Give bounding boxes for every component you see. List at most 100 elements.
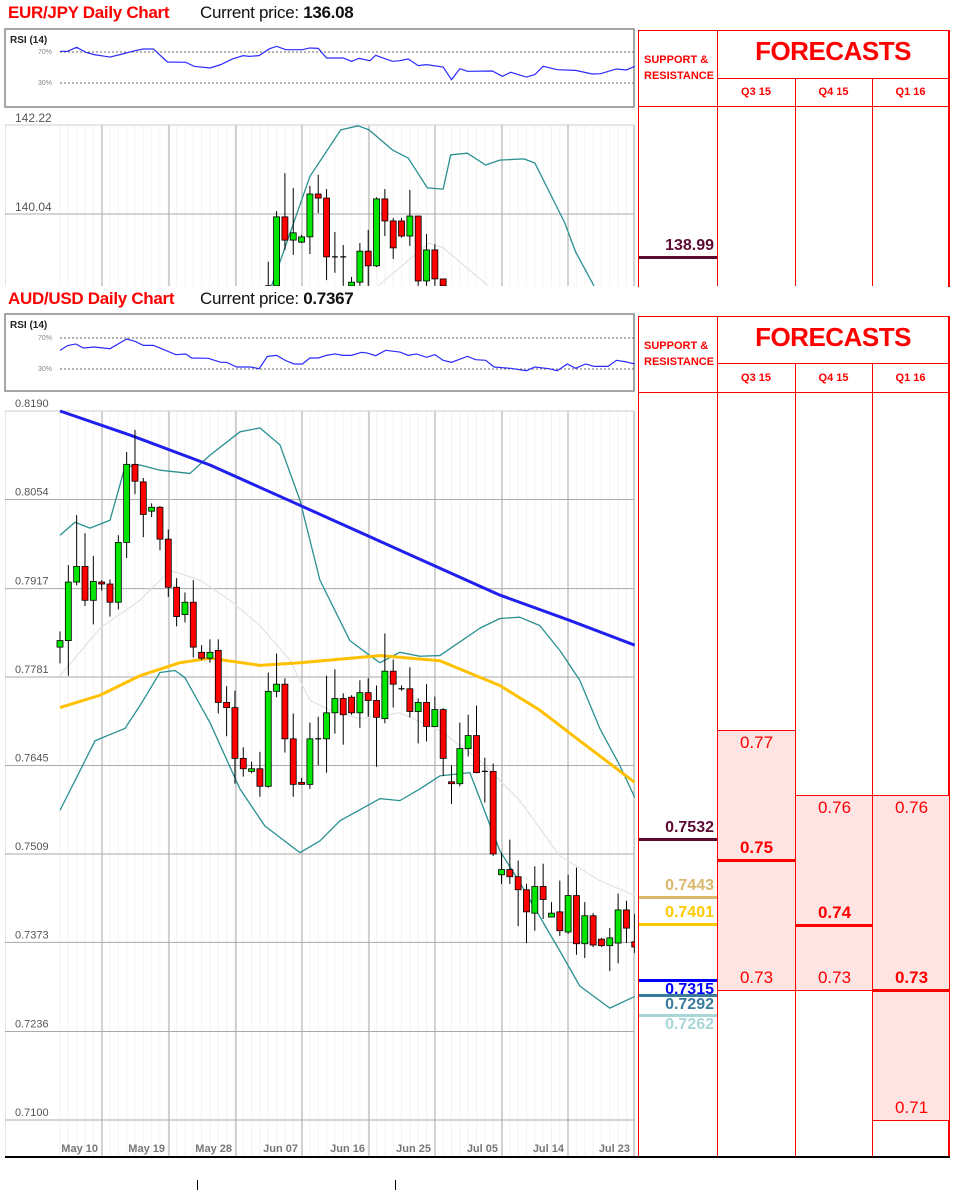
candle — [356, 242, 364, 286]
candle-body-down — [423, 702, 430, 727]
candle — [314, 174, 322, 214]
column-divider — [717, 316, 718, 1157]
candle — [289, 187, 297, 255]
y-tick-label: 0.8054 — [15, 486, 49, 498]
candle — [356, 680, 364, 728]
candle-body-down — [81, 566, 89, 601]
candle — [431, 244, 439, 286]
candle-body-down — [298, 782, 305, 785]
candle — [331, 231, 338, 273]
candle — [623, 900, 630, 944]
candle — [414, 698, 422, 744]
x-tick-label: May 28 — [195, 1143, 232, 1155]
candle — [239, 747, 247, 777]
support-level-label: 0.7532 — [665, 819, 714, 836]
rsi-level-label: 30% — [38, 366, 52, 373]
column-divider — [872, 78, 873, 286]
header-line: RESISTANCE — [644, 70, 715, 82]
support-level-line — [639, 994, 717, 998]
moving-average-yellow — [59, 654, 635, 784]
candle-body-up — [381, 670, 389, 720]
support-level-line — [639, 255, 717, 259]
y-tick-label: 140.04 — [15, 200, 52, 214]
candle-body-down — [406, 688, 414, 712]
candle — [98, 580, 106, 591]
candle — [223, 686, 231, 737]
candle-body-down — [489, 770, 497, 855]
candle — [448, 765, 455, 804]
eurjpy-title: EUR/JPY Daily Chart — [8, 3, 170, 22]
candle — [139, 477, 147, 538]
candle-body-down — [98, 581, 106, 585]
candle-body-down — [589, 915, 597, 946]
audusd-price-panel — [5, 409, 635, 1157]
x-tick-label: Jun 07 — [263, 1143, 298, 1155]
column-divider — [795, 363, 796, 1157]
candle — [539, 863, 547, 920]
bollinger-mid-line — [377, 242, 489, 286]
header-line: SUPPORT & — [644, 54, 709, 66]
rsi-level-label: 30% — [38, 80, 52, 87]
candle-body-up — [356, 692, 364, 714]
candle — [273, 653, 280, 698]
candle — [389, 218, 397, 259]
candle-body-up — [581, 915, 589, 945]
candle — [564, 874, 572, 934]
candle-body-down — [523, 889, 530, 913]
candle-body-down — [556, 911, 564, 932]
candle — [173, 578, 181, 627]
y-tick-label: 0.7100 — [15, 1107, 49, 1119]
tick-mark — [395, 1180, 396, 1190]
candle-body-down — [573, 895, 580, 945]
column-divider — [795, 78, 796, 286]
candle — [439, 278, 447, 286]
eurjpy-forecast-table — [638, 30, 950, 287]
candle-body-down — [281, 216, 289, 241]
y-tick-label: 0.7781 — [15, 664, 49, 676]
candle — [323, 675, 330, 773]
candle — [265, 261, 272, 286]
candle-body-up — [206, 651, 214, 659]
candle-body-down — [506, 869, 514, 878]
candle — [573, 867, 580, 955]
rsi-line — [60, 45, 635, 81]
rsi-frame — [4, 313, 635, 392]
candle — [589, 913, 597, 947]
candle-body-down — [439, 278, 447, 286]
candle — [489, 763, 497, 856]
candle — [556, 880, 564, 936]
candle — [364, 229, 372, 286]
candle — [189, 580, 197, 658]
candle — [340, 245, 347, 286]
row-divider — [717, 363, 950, 364]
candle-body-down — [289, 738, 297, 785]
candle-body-down — [373, 700, 380, 718]
candle — [364, 678, 372, 717]
candle — [373, 685, 380, 767]
candle — [498, 852, 505, 884]
candle — [606, 928, 614, 972]
candle-body-down — [389, 670, 397, 685]
candle — [523, 883, 530, 944]
candle — [423, 684, 430, 742]
x-tick-label: May 10 — [61, 1143, 98, 1155]
forecast-mid-line — [718, 858, 795, 862]
candle-body-down — [623, 909, 630, 929]
candle-body-up — [289, 232, 297, 241]
candle — [64, 565, 72, 676]
candle-body-down — [398, 220, 405, 237]
candle — [214, 639, 222, 714]
support-resistance-header: SUPPORT & RESISTANCE — [638, 338, 717, 370]
candle-body-up — [114, 541, 122, 603]
candle-body-down — [431, 249, 439, 280]
candle — [381, 633, 389, 724]
candle-body-up — [73, 566, 81, 583]
forecast-mid: 0.74 — [817, 902, 852, 922]
candle-body-up — [331, 698, 339, 714]
candle — [331, 669, 339, 734]
y-tick-label: 0.7917 — [15, 576, 49, 588]
candle-body-up — [431, 709, 439, 727]
candle-body-up — [464, 735, 472, 749]
candle — [273, 211, 280, 286]
